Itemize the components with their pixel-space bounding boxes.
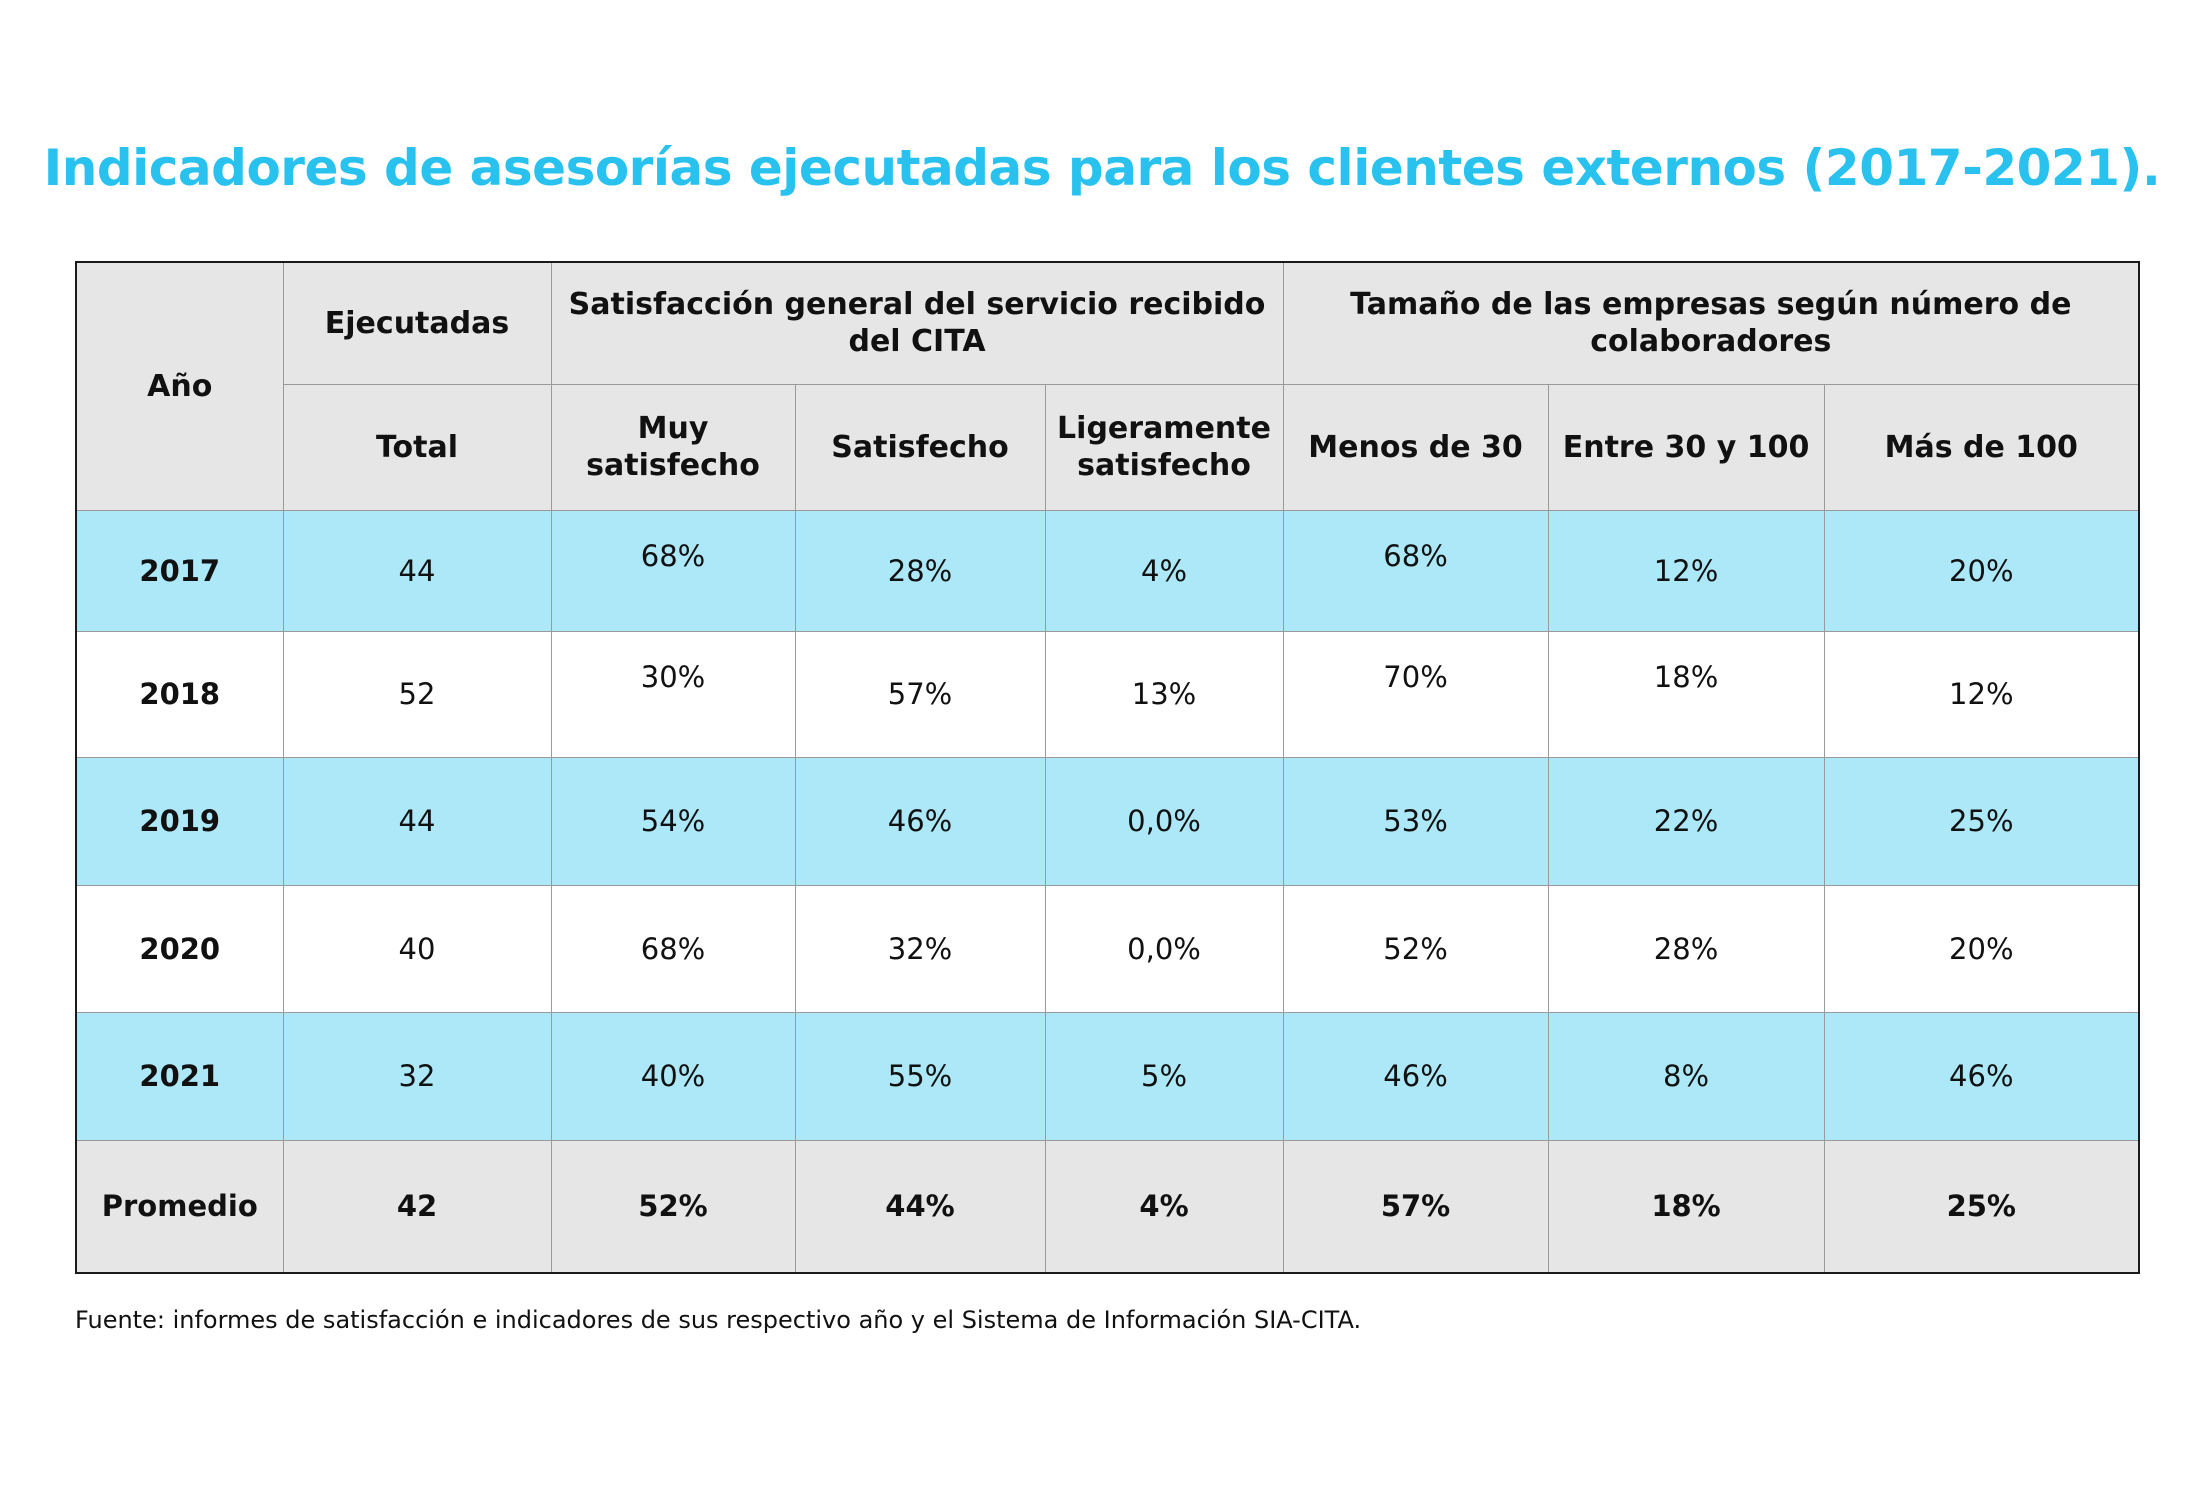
page-title: Indicadores de asesorías ejecutadas para… — [43, 139, 2161, 197]
source-note: Fuente: informes de satisfacción e indic… — [75, 1306, 1362, 1334]
slightly-satisfied-cell: 4% — [1044, 1139, 1284, 1274]
satisfied-cell: 46% — [794, 756, 1046, 886]
year-cell: 2018 — [75, 630, 284, 758]
over-100-cell: 25% — [1823, 756, 2140, 886]
under-30-cell: 46% — [1282, 1011, 1549, 1141]
header-executed: Ejecutadas — [282, 261, 552, 385]
satisfied-cell: 55% — [794, 1011, 1046, 1141]
over-100-cell: 25% — [1823, 1139, 2140, 1274]
header-total: Total — [282, 383, 552, 511]
total-cell: 32 — [282, 1011, 552, 1141]
very-satisfied-cell: 30% — [550, 630, 796, 758]
under-30-cell: 52% — [1282, 884, 1549, 1013]
slightly-satisfied-cell: 0,0% — [1044, 884, 1284, 1013]
total-cell: 44 — [282, 509, 552, 632]
table-row-2021: 2021 32 40% 55% 5% 46% 8% 46% — [75, 1011, 2140, 1141]
header-satisfied: Satisfecho — [794, 383, 1046, 511]
slightly-satisfied-cell: 0,0% — [1044, 756, 1284, 886]
year-cell: 2017 — [75, 509, 284, 632]
between-30-100-cell: 18% — [1547, 630, 1825, 758]
over-100-cell: 12% — [1823, 630, 2140, 758]
very-satisfied-cell: 68% — [550, 884, 796, 1013]
between-30-100-cell: 12% — [1547, 509, 1825, 632]
year-cell: 2020 — [75, 884, 284, 1013]
satisfied-cell: 44% — [794, 1139, 1046, 1274]
slightly-satisfied-cell: 13% — [1044, 630, 1284, 758]
under-30-cell: 70% — [1282, 630, 1549, 758]
table-row-2020: 2020 40 68% 32% 0,0% 52% 28% 20% — [75, 884, 2140, 1013]
between-30-100-cell: 28% — [1547, 884, 1825, 1013]
satisfied-cell: 57% — [794, 630, 1046, 758]
header-year: Año — [75, 261, 284, 511]
between-30-100-cell: 8% — [1547, 1011, 1825, 1141]
header-satisfaction-group: Satisfacción general del servicio recibi… — [550, 261, 1284, 385]
over-100-cell: 20% — [1823, 884, 2140, 1013]
under-30-cell: 57% — [1282, 1139, 1549, 1274]
very-satisfied-cell: 54% — [550, 756, 796, 886]
table-row-2017: 2017 44 68% 28% 4% 68% 12% 20% — [75, 509, 2140, 632]
year-cell: 2019 — [75, 756, 284, 886]
table-row-2018: 2018 52 30% 57% 13% 70% 18% 12% — [75, 630, 2140, 758]
satisfied-cell: 28% — [794, 509, 1046, 632]
indicators-table: Año Ejecutadas Satisfacción general del … — [75, 261, 2141, 1274]
year-cell: 2021 — [75, 1011, 284, 1141]
satisfied-cell: 32% — [794, 884, 1046, 1013]
header-under-30: Menos de 30 — [1282, 383, 1549, 511]
average-label: Promedio — [75, 1139, 284, 1274]
table-row-2019: 2019 44 54% 46% 0,0% 53% 22% 25% — [75, 756, 2140, 886]
header-between-30-100: Entre 30 y 100 — [1547, 383, 1825, 511]
header-very-satisfied: Muy satisfecho — [550, 383, 796, 511]
header-company-size-group: Tamaño de las empresas según número de c… — [1282, 261, 2140, 385]
total-cell: 44 — [282, 756, 552, 886]
table-row-average: Promedio 42 52% 44% 4% 57% 18% 25% — [75, 1139, 2140, 1274]
very-satisfied-cell: 68% — [550, 509, 796, 632]
very-satisfied-cell: 52% — [550, 1139, 796, 1274]
header-slightly-satisfied: Ligeramente satisfecho — [1044, 383, 1284, 511]
total-cell: 52 — [282, 630, 552, 758]
header-row-top: Año Ejecutadas Satisfacción general del … — [75, 261, 2140, 511]
header-row-sub: Total Muy satisfecho Satisfecho Ligerame… — [76, 383, 2140, 511]
slightly-satisfied-cell: 5% — [1044, 1011, 1284, 1141]
between-30-100-cell: 22% — [1547, 756, 1825, 886]
total-cell: 42 — [282, 1139, 552, 1274]
total-cell: 40 — [282, 884, 552, 1013]
over-100-cell: 20% — [1823, 509, 2140, 632]
very-satisfied-cell: 40% — [550, 1011, 796, 1141]
header-over-100: Más de 100 — [1823, 383, 2140, 511]
under-30-cell: 68% — [1282, 509, 1549, 632]
between-30-100-cell: 18% — [1547, 1139, 1825, 1274]
under-30-cell: 53% — [1282, 756, 1549, 886]
slightly-satisfied-cell: 4% — [1044, 509, 1284, 632]
over-100-cell: 46% — [1823, 1011, 2140, 1141]
